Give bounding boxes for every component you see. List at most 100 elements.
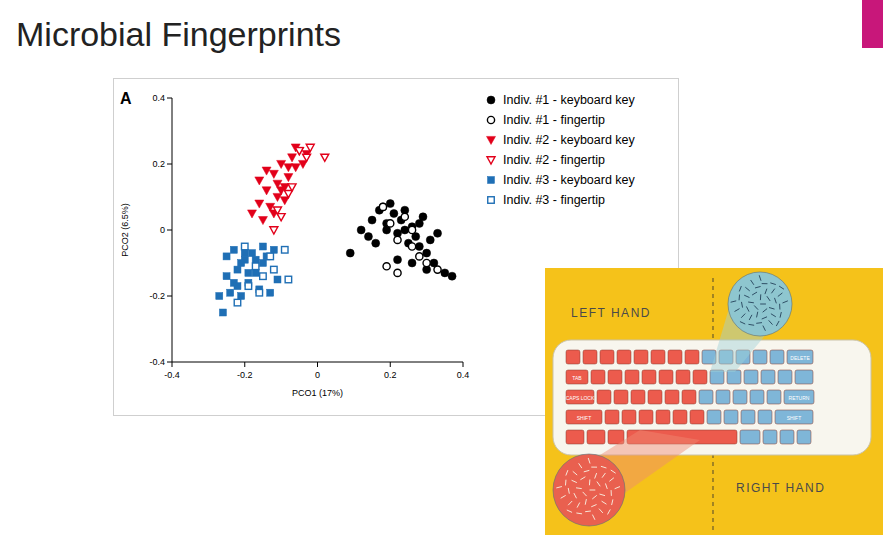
point xyxy=(416,253,423,260)
x-tick xyxy=(172,362,173,367)
microbe xyxy=(754,306,757,310)
key-label: CAPS LOCK xyxy=(566,395,595,401)
point xyxy=(423,249,431,257)
microbe xyxy=(749,302,754,304)
point xyxy=(285,276,292,283)
microbe xyxy=(763,309,767,312)
microbe xyxy=(739,286,741,291)
point xyxy=(423,259,430,266)
point xyxy=(303,154,311,161)
point xyxy=(234,266,241,273)
key-label: RETURN xyxy=(789,395,810,401)
microbe xyxy=(741,302,743,307)
point xyxy=(401,213,408,220)
point xyxy=(241,250,248,257)
point xyxy=(267,289,274,296)
point xyxy=(394,256,402,264)
microbe xyxy=(573,472,577,475)
legend-label: Indiv. #1 - keyboard key xyxy=(503,93,636,107)
microbe xyxy=(579,464,582,468)
microbe xyxy=(577,503,579,507)
point xyxy=(284,174,293,182)
microbe xyxy=(759,276,761,281)
key xyxy=(758,410,772,424)
microbe xyxy=(584,470,589,471)
y-tick-label: -0.4 xyxy=(149,357,165,367)
point xyxy=(219,309,226,316)
microbe xyxy=(731,301,736,302)
key xyxy=(716,390,730,404)
point xyxy=(234,283,241,290)
accent-bar xyxy=(862,0,883,48)
key xyxy=(787,350,813,364)
point xyxy=(368,216,376,224)
key xyxy=(673,410,687,424)
point xyxy=(262,167,271,175)
key xyxy=(668,350,682,364)
microbe xyxy=(747,307,749,311)
key xyxy=(750,390,764,404)
microbe xyxy=(557,487,562,488)
microbe xyxy=(742,314,745,318)
point xyxy=(321,154,329,161)
point xyxy=(262,187,271,195)
point xyxy=(255,177,264,185)
key xyxy=(744,370,758,384)
slide-title: Microbial Fingerprints xyxy=(16,15,341,53)
microbe xyxy=(567,510,572,512)
y-tick-label: -0.2 xyxy=(149,291,165,301)
y-tick xyxy=(167,230,172,231)
microbe xyxy=(769,321,772,325)
point xyxy=(259,260,266,267)
microbe xyxy=(757,312,758,317)
key xyxy=(727,370,741,384)
microbe xyxy=(606,484,608,489)
key xyxy=(682,390,696,404)
microbe xyxy=(611,490,612,495)
microbe xyxy=(597,482,600,486)
key-label: SHIFT xyxy=(787,415,801,421)
microbe xyxy=(565,480,566,485)
x-tick xyxy=(244,362,245,367)
key xyxy=(699,390,713,404)
point xyxy=(245,283,252,290)
microbe xyxy=(771,283,776,284)
point xyxy=(284,164,293,172)
x-tick xyxy=(390,362,391,367)
key xyxy=(665,390,679,404)
microbe-circle xyxy=(728,272,792,336)
microbe xyxy=(765,289,767,294)
x-tick-label: -0.2 xyxy=(237,370,253,380)
point xyxy=(273,207,281,214)
point xyxy=(346,249,354,257)
key xyxy=(651,350,665,364)
x-axis-label: PCO1 (17%) xyxy=(292,388,343,398)
point xyxy=(269,170,278,178)
point xyxy=(415,219,423,227)
point xyxy=(434,266,441,273)
key xyxy=(707,410,721,424)
point xyxy=(258,217,267,225)
legend-marker xyxy=(487,116,494,123)
microbe xyxy=(735,309,739,312)
microbe xyxy=(595,473,597,478)
illustration: DELETETABCAPS LOCKRETURNSHIFTSHIFTLEFT H… xyxy=(545,268,883,535)
microbe xyxy=(576,487,581,489)
point xyxy=(223,253,230,260)
point xyxy=(288,184,296,191)
key-label: DELETE xyxy=(790,355,810,361)
point xyxy=(245,269,252,276)
microbe xyxy=(577,513,582,515)
microbe xyxy=(600,494,605,495)
microbe xyxy=(566,471,568,476)
point xyxy=(277,214,285,221)
legend-label: Indiv. #2 - keyboard key xyxy=(503,133,636,147)
microbe xyxy=(763,326,765,330)
key xyxy=(795,370,813,384)
key xyxy=(634,350,648,364)
x-tick-label: 0 xyxy=(315,370,320,380)
key xyxy=(797,430,811,444)
point xyxy=(260,273,267,280)
point xyxy=(386,200,394,208)
microbe xyxy=(586,511,591,513)
